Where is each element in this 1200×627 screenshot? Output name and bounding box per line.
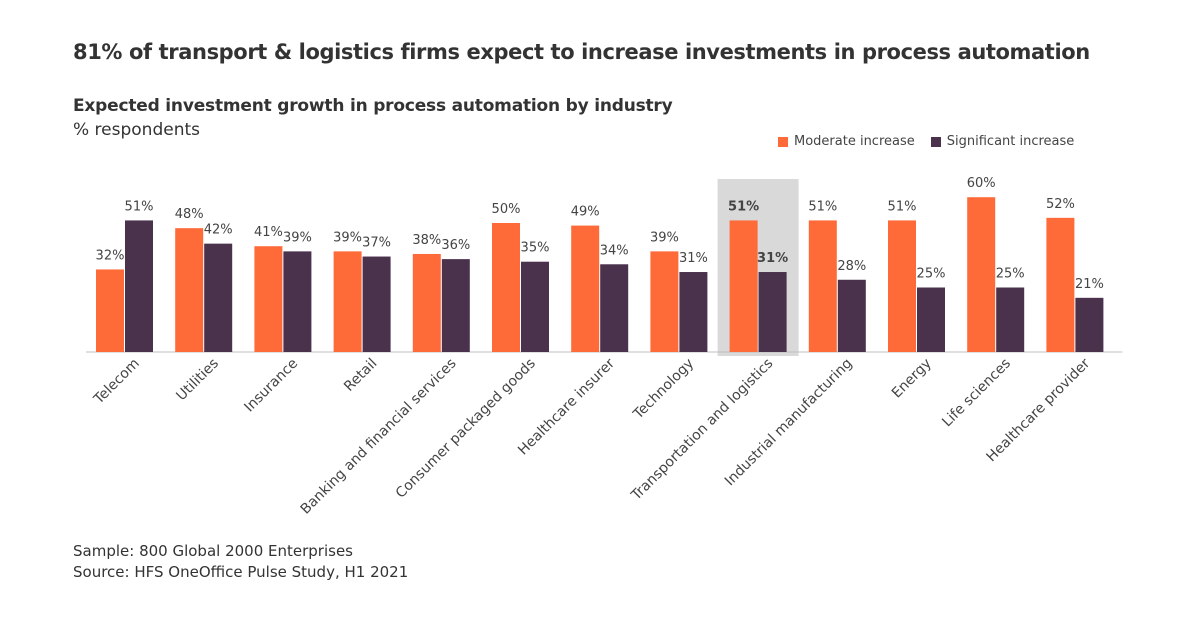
legend: Moderate increase Significant increase — [778, 134, 1074, 149]
data-label-significant-utilities: 42% — [204, 223, 233, 238]
x-tick-label-transportation-and-logistics: Transportation and logistics — [628, 356, 777, 505]
x-tick-label-life-sciences: Life sciences — [939, 356, 1014, 431]
data-label-significant-banking-and-financial-services: 36% — [441, 238, 470, 253]
data-label-significant-industrial-manufacturing: 28% — [837, 259, 866, 274]
data-label-moderate-transportation-and-logistics: 51% — [728, 199, 759, 214]
bar-moderate-telecom — [96, 269, 124, 352]
bar-moderate-technology — [650, 251, 679, 352]
bar-significant-transportation-and-logistics — [758, 272, 787, 352]
bar-moderate-retail — [333, 251, 362, 352]
legend-item-moderate: Moderate increase — [778, 134, 915, 149]
data-label-significant-energy: 25% — [917, 267, 946, 282]
data-label-moderate-technology: 39% — [650, 230, 679, 245]
bar-significant-healthcare-provider — [1075, 297, 1104, 352]
bar-moderate-transportation-and-logistics — [729, 220, 758, 352]
x-tick-label-banking-and-financial-services: Banking and financial services — [298, 356, 460, 518]
legend-item-significant: Significant increase — [930, 134, 1075, 149]
bar-significant-insurance — [283, 251, 312, 352]
bar-significant-industrial-manufacturing — [837, 279, 866, 352]
x-tick-label-consumer-packaged-goods: Consumer packaged goods — [393, 356, 539, 502]
bar-significant-telecom — [125, 220, 153, 352]
data-label-moderate-insurance: 41% — [254, 225, 283, 240]
bar-moderate-life-sciences — [967, 197, 996, 352]
bar-significant-utilities — [204, 243, 233, 352]
x-tick-label-retail: Retail — [341, 356, 380, 395]
chart-title: Expected investment growth in process au… — [73, 96, 673, 116]
bar-significant-banking-and-financial-services — [441, 259, 470, 352]
data-label-moderate-energy: 51% — [888, 199, 917, 214]
bar-significant-technology — [679, 272, 708, 352]
bar-moderate-healthcare-provider — [1046, 217, 1075, 352]
sample-note: Sample: 800 Global 2000 Enterprises — [73, 542, 353, 560]
data-label-moderate-retail: 39% — [333, 230, 362, 245]
bar-significant-consumer-packaged-goods — [521, 261, 549, 352]
legend-label-significant: Significant increase — [946, 134, 1075, 149]
bar-significant-life-sciences — [996, 287, 1025, 352]
bar-moderate-insurance — [254, 246, 283, 352]
data-label-significant-healthcare-insurer: 34% — [600, 243, 629, 258]
bar-moderate-utilities — [175, 228, 204, 352]
bar-moderate-healthcare-insurer — [571, 225, 600, 352]
chart-subtitle: % respondents — [73, 120, 201, 140]
x-tick-label-energy: Energy — [889, 356, 935, 402]
data-label-significant-technology: 31% — [679, 251, 708, 266]
data-label-moderate-banking-and-financial-services: 38% — [412, 233, 441, 248]
data-label-moderate-industrial-manufacturing: 51% — [808, 199, 837, 214]
legend-label-moderate: Moderate increase — [794, 134, 915, 149]
x-tick-label-technology: Technology — [630, 356, 697, 423]
bar-moderate-energy — [888, 220, 916, 352]
data-label-significant-insurance: 39% — [283, 230, 312, 245]
data-label-significant-transportation-and-logistics: 31% — [757, 251, 788, 266]
source-note: Source: HFS OneOffice Pulse Study, H1 20… — [73, 563, 409, 581]
bar-significant-retail — [362, 256, 391, 352]
data-label-significant-retail: 37% — [362, 236, 391, 251]
data-label-moderate-utilities: 48% — [175, 207, 204, 222]
bar-significant-healthcare-insurer — [600, 264, 629, 352]
data-label-moderate-healthcare-provider: 52% — [1046, 197, 1075, 212]
bar-moderate-consumer-packaged-goods — [492, 223, 520, 352]
x-tick-label-industrial-manufacturing: Industrial manufacturing — [722, 356, 856, 490]
data-label-moderate-life-sciences: 60% — [967, 176, 996, 191]
x-tick-label-telecom: Telecom — [90, 356, 142, 408]
x-tick-label-insurance: Insurance — [241, 356, 301, 416]
headline: 81% of transport & logistics firms expec… — [73, 40, 1090, 64]
footer: Sample: 800 Global 2000 Enterprises Sour… — [73, 541, 408, 583]
bar-moderate-industrial-manufacturing — [808, 220, 837, 352]
data-label-significant-consumer-packaged-goods: 35% — [521, 241, 550, 256]
data-label-moderate-telecom: 32% — [96, 248, 125, 263]
legend-swatch-moderate — [778, 136, 788, 147]
data-label-significant-healthcare-provider: 21% — [1075, 277, 1104, 292]
x-tick-label-utilities: Utilities — [173, 356, 222, 405]
data-label-significant-telecom: 51% — [125, 199, 154, 214]
bar-moderate-banking-and-financial-services — [412, 253, 441, 352]
bar-significant-energy — [917, 287, 945, 352]
data-label-significant-life-sciences: 25% — [996, 267, 1025, 282]
legend-swatch-significant — [930, 136, 941, 147]
data-label-moderate-healthcare-insurer: 49% — [571, 205, 600, 220]
data-label-moderate-consumer-packaged-goods: 50% — [492, 202, 521, 217]
